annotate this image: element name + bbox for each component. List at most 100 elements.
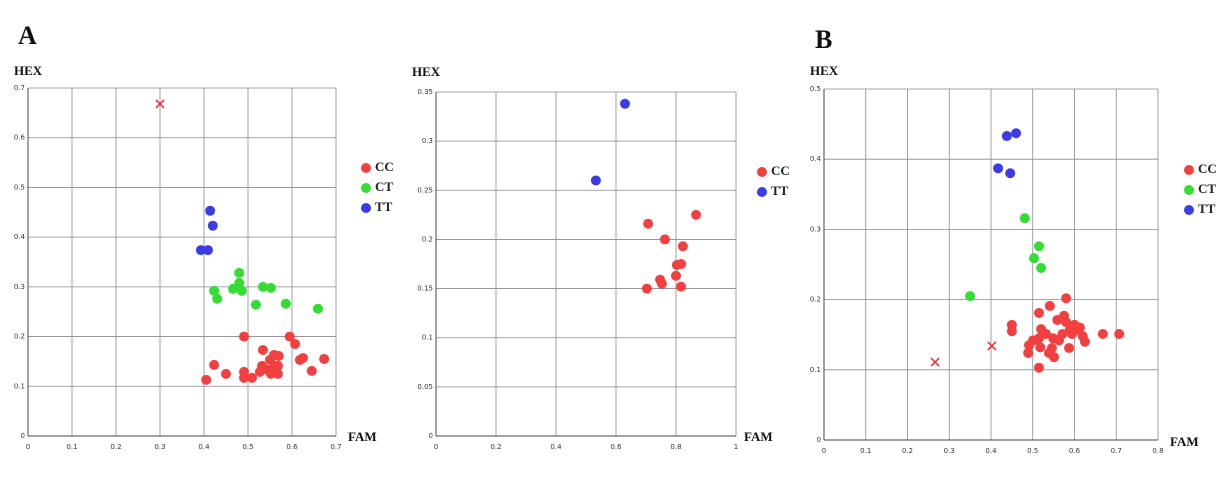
y-tick-label: 0 [21,432,25,440]
x-tick-label: 0.4 [198,443,210,451]
data-point [1005,168,1016,179]
legend-marker [361,203,371,213]
x-axis-title: FAM [1170,434,1199,449]
data-point [246,372,257,383]
x-tick-label: 0.6 [286,443,298,451]
x-tick-label: 0.2 [902,447,913,455]
data-point [298,352,308,363]
x-tick-label: 0.3 [154,443,165,451]
legend-label: TT [375,199,393,214]
y-tick-label: 0.2 [422,235,433,243]
data-point [1079,336,1090,347]
y-tick-label: 0.1 [810,366,821,374]
data-point [207,220,218,231]
data-point [656,278,667,289]
data-point [1023,340,1034,351]
y-tick-label: 0.2 [14,333,25,341]
data-point [228,283,239,294]
x-tick-label: 0.2 [490,443,501,451]
y-tick-label: 0.15 [417,285,433,293]
y-tick-label: 0.5 [810,85,821,93]
y-tick-label: 0.7 [14,84,25,92]
data-point [677,241,688,252]
data-point [234,267,245,278]
y-tick-label: 0.4 [14,233,26,241]
x-marker [930,357,940,367]
y-tick-label: 0.3 [810,225,821,233]
data-point [1061,317,1072,328]
data-point [250,299,261,310]
data-point [1034,241,1045,252]
data-point [272,360,283,371]
data-point [1034,362,1045,373]
legend-marker [757,167,767,177]
legend-marker [1184,185,1194,195]
data-point [1114,328,1125,339]
data-point [272,368,283,379]
y-tick-label: 0.1 [422,334,433,342]
data-point [1044,300,1055,311]
data-point [201,374,212,385]
data-point [239,372,250,383]
scatter-chart: 0 0.2 0.4 0.6 0.8 1 0 0.05 0.1 0.15 0.2 0.25 0.3 0.35… [412,64,790,451]
data-point [1046,343,1057,354]
legend-marker [1184,165,1194,175]
data-point [306,365,317,376]
legend-label: CT [1198,181,1216,196]
data-point [209,359,220,370]
x-tick-label: 0.4 [985,447,997,455]
data-point [676,281,687,292]
data-point [221,368,231,379]
scatter-chart: 0 0.1 0.2 0.3 0.4 0.5 0.6 0.7 0 0.1 0.2 0.3 0.4 0.5 0.… [14,21,394,451]
x-tick-label: 0.2 [110,443,121,451]
data-point [1061,293,1072,304]
x-stroke [155,99,165,109]
panel-label: A [18,21,37,50]
data-point [280,298,291,309]
data-point [965,291,976,302]
x-tick-label: 0.3 [944,447,955,455]
data-point [257,281,268,292]
data-point [993,163,1004,174]
y-tick-label: 0 [429,432,433,440]
data-point [1049,352,1060,363]
x-marker [987,341,997,351]
data-point [1001,131,1012,142]
y-axis-title: HEX [412,64,441,79]
data-point [659,234,670,245]
legend-label: CT [375,179,393,194]
data-point [671,270,681,281]
y-axis-title: HEX [810,63,839,78]
legend-marker [1184,205,1194,215]
x-tick-label: 0.7 [330,443,341,451]
y-tick-label: 0.6 [14,134,26,142]
scatter-chart: 0 0.1 0.2 0.3 0.4 0.5 0.6 0.7 0.8 0 0.1 0.2 0.3 0.4 0.… [810,25,1217,455]
data-point [273,350,284,361]
data-point [1097,328,1108,339]
data-point [1006,326,1017,337]
legend-label: TT [771,183,789,198]
data-point [643,218,654,229]
x-tick-label: 0.6 [610,443,622,451]
data-point [202,245,213,256]
x-tick-label: 0.1 [66,443,77,451]
data-point [1036,263,1047,274]
x-tick-label: 0.5 [1027,447,1038,455]
data-point [236,285,247,296]
data-point [1019,213,1030,224]
data-point [239,331,250,342]
panel-label: B [815,25,832,54]
y-axis-title: HEX [14,63,43,78]
x-stroke [930,357,940,367]
y-tick-label: 0.25 [417,186,433,194]
data-point [209,285,220,296]
data-point [290,339,301,350]
data-point [590,175,601,186]
data-point [1064,343,1075,354]
data-point [265,282,276,293]
x-tick-label: 0.4 [550,443,562,451]
legend-label: TT [1198,201,1216,216]
data-point [284,331,295,342]
data-point [257,344,268,355]
y-tick-label: 0.3 [422,137,433,145]
